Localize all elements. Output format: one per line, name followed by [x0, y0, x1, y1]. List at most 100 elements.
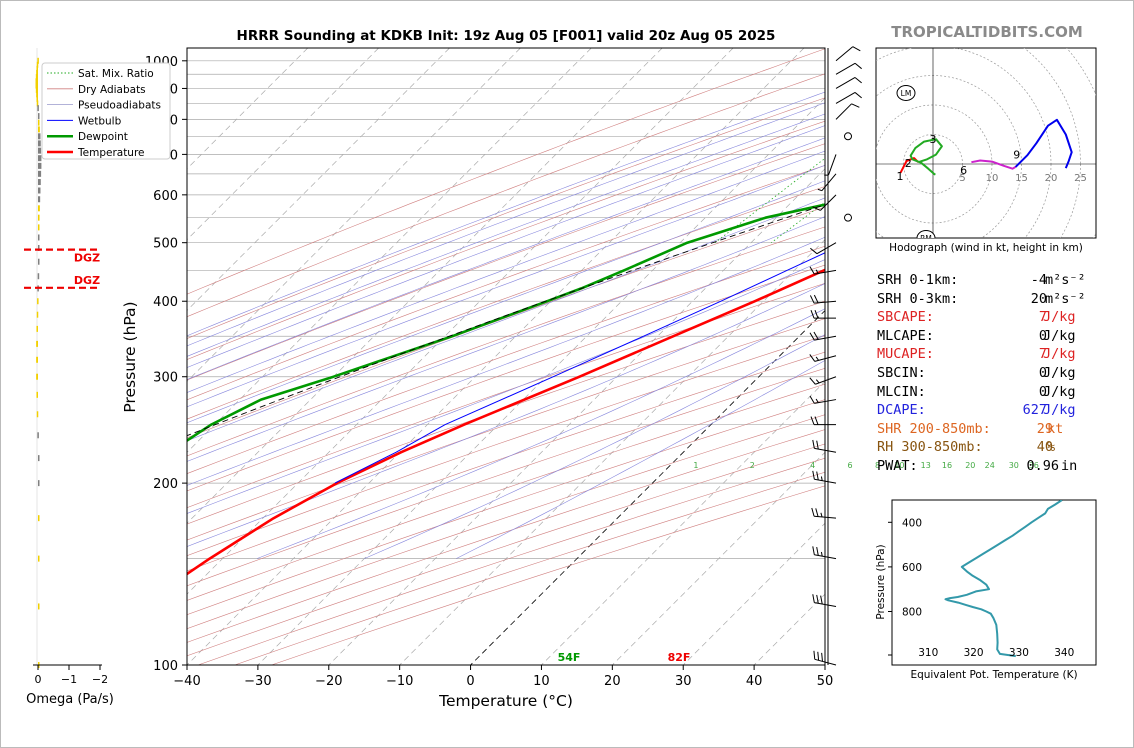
dry-adiabat	[187, 226, 825, 457]
index-unit: J/kg	[1043, 309, 1076, 326]
dry-adiabat	[187, 73, 825, 318]
pseudoadiabat	[187, 125, 825, 368]
wind-barb	[809, 294, 837, 304]
x-tick-label: 20	[604, 674, 621, 689]
hodo-ring-label: 20	[1045, 173, 1058, 184]
hodo-height-label: 9	[1013, 149, 1020, 162]
hodo-ring-label: 15	[1015, 173, 1028, 184]
mix-ratio-label: 10	[894, 461, 904, 470]
index-unit: J/kg	[1043, 327, 1076, 344]
wind-barb	[810, 242, 837, 255]
omega-bar	[36, 325, 38, 332]
theta-e-xtick-label: 310	[918, 647, 938, 659]
wind-barb	[812, 470, 837, 484]
x-axis-label: Temperature (°C)	[438, 692, 573, 710]
pseudoadiabat	[187, 91, 825, 337]
omega-bar	[38, 155, 42, 162]
index-label: SRH 0-3km:	[877, 290, 959, 307]
storm-motion-marker	[896, 85, 916, 101]
isotherm-line	[187, 48, 309, 170]
omega-bar	[38, 258, 40, 265]
hodo-segment	[909, 138, 943, 176]
index-unit: m²s⁻²	[1045, 272, 1086, 288]
dry-adiabat	[187, 245, 825, 474]
omega-bar	[36, 411, 39, 418]
wind-barb	[813, 650, 837, 666]
omega-bar	[36, 65, 38, 72]
index-label: DCAPE:	[877, 402, 926, 419]
omega-bar	[38, 224, 40, 231]
index-unit: J/kg	[1043, 346, 1076, 363]
pseudoadiabat	[456, 360, 825, 559]
index-label: MLCAPE:	[877, 327, 934, 344]
mix-ratio-label: 1	[693, 461, 698, 470]
pseudoadiabat	[187, 137, 825, 380]
wind-barb	[812, 546, 837, 560]
omega-bar	[38, 179, 41, 186]
theta-e-xlabel: Equivalent Pot. Temperature (K)	[910, 669, 1077, 681]
dry-adiabat	[187, 414, 825, 630]
x-tick-label: 50	[817, 674, 834, 689]
dry-adiabat	[187, 367, 825, 587]
dry-adiabat	[187, 264, 825, 492]
omega-bar	[38, 234, 40, 241]
index-unit: m²s⁻²	[1045, 290, 1086, 307]
omega-bar	[38, 162, 42, 169]
isotherm-line	[257, 97, 825, 665]
x-tick-label: 40	[746, 674, 763, 689]
wind-barb	[809, 376, 837, 385]
hodograph-plot: 5 10 15 20 25 12 3 6 9 LM RM	[876, 48, 1096, 238]
mix-ratio-label: 16	[942, 461, 952, 470]
wind-barb	[809, 331, 837, 341]
omega-bar	[38, 214, 40, 221]
legend-label: Wetbulb	[78, 115, 122, 127]
wind-barb	[844, 213, 852, 222]
omega-bar	[36, 356, 38, 363]
skewt-background-lines	[187, 48, 825, 665]
wind-barb	[809, 266, 837, 275]
x-tick-label: 30	[675, 674, 692, 689]
mix-ratio-label: 8	[875, 461, 880, 470]
wind-barb	[835, 62, 862, 75]
omega-bar	[38, 480, 40, 487]
omega-bar	[38, 133, 41, 140]
omega-tick-label: 0	[35, 673, 42, 686]
omega-tick-label: −1	[61, 673, 77, 686]
pseudoadiabat	[187, 150, 825, 393]
omega-bar	[35, 74, 38, 81]
omega-bar	[38, 244, 40, 251]
chart-title: HRRR Sounding at KDKB Init: 19z Aug 05 […	[237, 28, 776, 44]
index-label: SBCIN:	[877, 365, 926, 381]
legend-label: Pseudoadiabats	[78, 100, 161, 112]
hodograph-caption: Hodograph (wind in kt, height in km)	[889, 242, 1083, 254]
index-row: SBCAPE: 7 J/kg	[877, 309, 1097, 327]
dewpoint-profile	[187, 203, 825, 443]
hodo-segment	[1014, 118, 1073, 169]
omega-bar	[38, 455, 40, 462]
index-unit: %	[1047, 439, 1056, 456]
wind-barb	[812, 594, 837, 607]
y-axis-label: Pressure (hPa)	[121, 301, 139, 412]
index-unit: J/kg	[1043, 365, 1076, 381]
omega-bar	[36, 95, 38, 102]
index-value: 627	[1022, 402, 1047, 419]
index-value: 7	[1038, 346, 1047, 363]
dgz-label: DGZ	[74, 252, 100, 265]
index-label: SHR 200-850mb:	[877, 420, 991, 437]
storm-motion-marker	[916, 230, 936, 238]
y-tick-label: 100	[153, 659, 178, 674]
watermark: TROPICALTIDBITS.COM	[891, 23, 1083, 41]
dry-adiabat	[187, 206, 825, 439]
index-label: PWAT:	[877, 458, 918, 474]
hodo-height-label: 3	[930, 133, 937, 146]
wind-barb	[812, 194, 837, 211]
omega-bar	[36, 391, 38, 398]
isotherm-line	[187, 48, 805, 665]
omega-tick-label: −2	[92, 673, 108, 686]
omega-bar	[36, 91, 38, 98]
x-tick-label: −40	[173, 674, 200, 689]
omega-bar	[38, 205, 40, 212]
dry-adiabat	[187, 335, 825, 556]
omega-bar	[36, 69, 38, 76]
storm-motion-label: LM	[901, 89, 912, 98]
